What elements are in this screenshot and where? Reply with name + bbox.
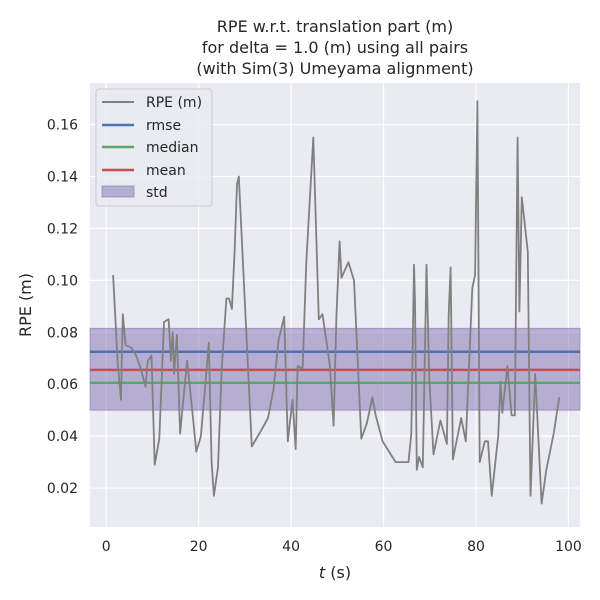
x-tick-label: 100 — [555, 539, 582, 555]
y-tick-label: 0.12 — [47, 221, 78, 237]
legend: RPE (m) rmse median mean std — [95, 88, 213, 207]
x-tick-label: 0 — [102, 539, 111, 555]
x-tick-label: 40 — [282, 539, 300, 555]
x-tick-label: 80 — [467, 539, 485, 555]
y-tick-label: 0.10 — [47, 273, 78, 289]
legend-swatch-std — [101, 185, 135, 198]
y-tick-label: 0.06 — [47, 377, 78, 393]
chart-title-line-2: for delta = 1.0 (m) using all pairs — [202, 38, 468, 57]
y-tick-label: 0.14 — [47, 169, 78, 185]
x-axis-label: t (s) — [319, 563, 351, 582]
y-tick-label: 0.08 — [47, 325, 78, 341]
y-tick-label: 0.02 — [47, 481, 78, 497]
x-tick-label: 60 — [375, 539, 393, 555]
series-layer — [112, 100, 561, 505]
rpe-series-line — [112, 100, 561, 505]
legend-label-rpe: RPE (m) — [146, 95, 202, 111]
y-axis-label: RPE (m) — [16, 273, 35, 337]
legend-label-std: std — [146, 185, 168, 201]
chart-title-line-1: RPE w.r.t. translation part (m) — [217, 17, 453, 36]
legend-label-mean: mean — [146, 163, 186, 179]
legend-label-median: median — [146, 140, 198, 156]
x-axis-label-unit: (s) — [325, 563, 351, 582]
legend-box — [95, 88, 213, 207]
y-tick-label: 0.04 — [47, 429, 78, 445]
x-tick-label: 20 — [190, 539, 208, 555]
x-axis-label-variable: t — [319, 563, 326, 582]
tick-labels: 0 20 40 60 80 100 0.02 0.04 0.06 0.08 0.10 0.12 0.14… — [47, 118, 582, 555]
chart-title-line-3: (with Sim(3) Umeyama alignment) — [196, 59, 473, 78]
legend-label-rmse: rmse — [146, 118, 181, 134]
y-tick-label: 0.16 — [47, 118, 78, 134]
